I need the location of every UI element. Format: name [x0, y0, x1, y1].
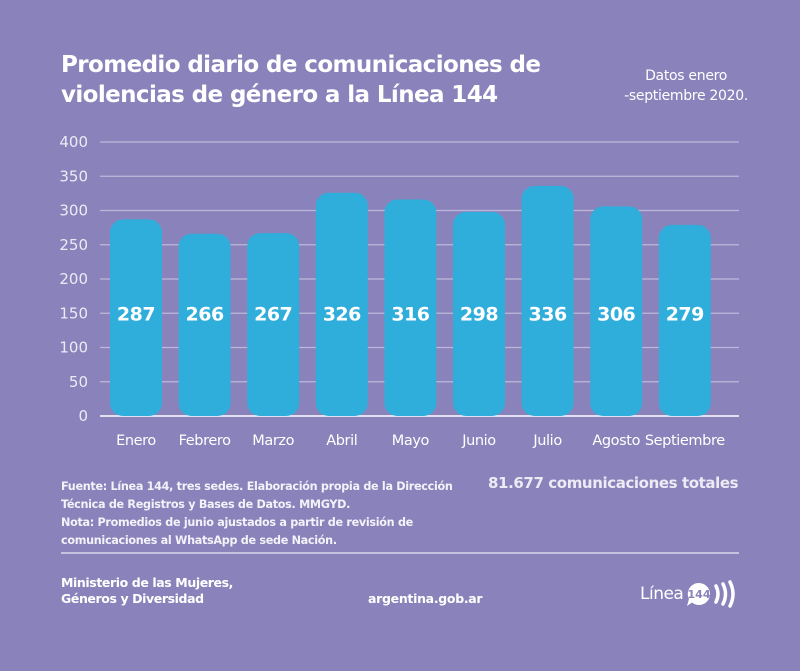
- value-label: 266: [186, 303, 224, 325]
- y-tick-label: 150: [59, 304, 88, 322]
- bar-septiembre: [658, 224, 711, 416]
- chart-title-line-1: Promedio diario de comunicaciones de: [61, 52, 541, 78]
- logo-text: Línea: [640, 584, 684, 604]
- y-tick-label: 300: [59, 202, 88, 220]
- bar-chart: 0 50 100 150 200 250 300 350 400 287 266 267 326 316…: [59, 133, 739, 449]
- footer-divider: [61, 552, 739, 554]
- chart-title-line-2: violencias de género a la Línea 144: [61, 82, 498, 108]
- y-tick-label: 100: [59, 339, 88, 357]
- x-axis-labels: Enero Febrero Marzo Abril Mayo Junio Julio Agos…: [116, 433, 726, 449]
- date-range-line-1: Datos enero: [645, 68, 728, 84]
- y-tick-label: 400: [59, 133, 88, 151]
- y-tick-label: 200: [59, 270, 88, 288]
- bar-mayo: [384, 199, 437, 416]
- x-tick-label: Mayo: [392, 433, 430, 449]
- value-label: 336: [529, 303, 567, 325]
- total-communications: 81.677 comunicaciones totales: [488, 474, 739, 492]
- bar-julio: [521, 185, 574, 416]
- x-tick-label: Enero: [116, 433, 156, 449]
- value-labels: 287 266 267 326 316 298 336 306 279: [117, 303, 704, 325]
- bar-enero: [110, 219, 162, 416]
- note-line-1: Nota: Promedios de junio ajustados a par…: [61, 516, 413, 529]
- y-tick-label: 350: [59, 167, 88, 185]
- y-axis-ticks: 0 50 100 150 200 250 300 350 400: [59, 133, 88, 425]
- speech-bubble-sound-icon: 144: [687, 580, 736, 608]
- value-label: 326: [323, 303, 361, 325]
- ministry-line-2: Géneros y Diversidad: [61, 591, 204, 606]
- website-link[interactable]: argentina.gob.ar: [368, 591, 483, 606]
- x-tick-label: Junio: [461, 433, 496, 449]
- value-label: 279: [666, 303, 704, 325]
- bar-abril: [315, 192, 368, 416]
- note-line-2: comunicaciones al WhatsApp de sede Nació…: [61, 534, 337, 547]
- source-notes: Fuente: Línea 144, tres sedes. Elaboraci…: [61, 478, 453, 550]
- value-label: 306: [597, 303, 635, 325]
- date-range-note: Datos enero -septiembre 2020.: [624, 66, 748, 106]
- ministry-line-1: Ministerio de las Mujeres,: [61, 575, 234, 590]
- source-line-1: Fuente: Línea 144, tres sedes. Elaboraci…: [61, 480, 453, 493]
- x-tick-label: Abril: [326, 433, 357, 449]
- value-label: 316: [391, 303, 429, 325]
- linea-144-logo: Línea 144: [640, 580, 747, 608]
- ministry-name: Ministerio de las Mujeres, Géneros y Div…: [61, 575, 233, 607]
- bar-agosto: [590, 206, 643, 416]
- y-tick-label: 50: [69, 373, 88, 391]
- date-range-line-2: -septiembre 2020.: [624, 88, 748, 104]
- x-tick-label: Febrero: [179, 433, 231, 449]
- x-tick-label: Julio: [532, 433, 562, 449]
- x-tick-label: Agosto: [592, 433, 640, 449]
- x-tick-label: Septiembre: [645, 433, 725, 449]
- source-line-2: Técnica de Registros y Bases de Datos. M…: [61, 498, 351, 511]
- x-tick-label: Marzo: [252, 433, 294, 449]
- logo-number: 144: [688, 588, 711, 601]
- value-label: 298: [460, 303, 498, 325]
- value-label: 267: [254, 303, 292, 325]
- y-tick-label: 250: [59, 236, 88, 254]
- y-tick-label: 0: [78, 407, 88, 425]
- bar-febrero: [178, 233, 231, 416]
- bars: [110, 185, 711, 416]
- value-label: 287: [117, 303, 155, 325]
- bar-marzo: [247, 233, 300, 416]
- chart-title: Promedio diario de comunicaciones de vio…: [61, 50, 581, 110]
- bar-junio: [453, 211, 505, 416]
